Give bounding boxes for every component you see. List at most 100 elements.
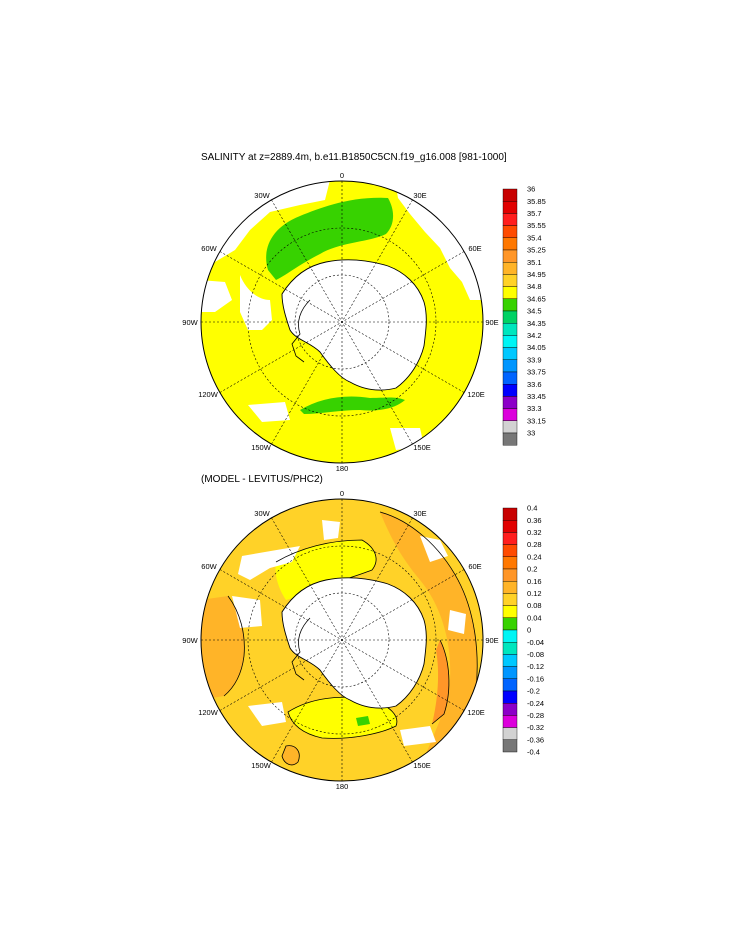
colorbar-swatch xyxy=(502,617,518,631)
colorbar-swatch xyxy=(502,335,518,348)
colorbar-swatch xyxy=(502,432,518,446)
colorbar-tick-label: 34.65 xyxy=(527,294,546,303)
colorbar-swatch xyxy=(502,581,518,594)
colorbar-swatch xyxy=(502,544,518,557)
colorbar-tick-label: 0.12 xyxy=(527,589,542,598)
colorbar-swatch xyxy=(502,213,518,226)
lon-label-120w: 120W xyxy=(198,390,219,399)
colorbar-swatch xyxy=(502,310,518,324)
colorbar-tick-label: -0.2 xyxy=(527,687,540,696)
colorbar-tick-label: 35.4 xyxy=(527,233,542,242)
map-boundary-1 xyxy=(200,180,484,464)
colorbar-tick-label: 35.7 xyxy=(527,209,542,218)
lon-label-90e: 90E xyxy=(485,636,498,645)
panel-1-title: SALINITY at z=2889.4m, b.e11.B1850C5CN.f… xyxy=(201,152,507,163)
salinity-colorbar: 36 35.85 35.7 35.55 35.4 35.25 35.1 34.95 34.8 34… xyxy=(502,185,546,446)
lon-label-180: 180 xyxy=(336,464,349,473)
colorbar-tick-label: 33.3 xyxy=(527,404,542,413)
lon-label-30w: 30W xyxy=(254,509,270,518)
lon-label-90w: 90W xyxy=(182,318,198,327)
colorbar-swatch xyxy=(502,225,518,239)
colorbar-tick-label: 0.16 xyxy=(527,577,542,586)
colorbar-tick-label: 0.2 xyxy=(527,565,537,574)
antarctica-coast-1 xyxy=(281,259,427,391)
lon-label-120w: 120W xyxy=(198,708,219,717)
lon-label-30w: 30W xyxy=(254,191,270,200)
colorbar-tick-label: -0.4 xyxy=(527,748,540,757)
lon-label-90e: 90E xyxy=(485,318,498,327)
lon-label-60e: 60E xyxy=(468,244,481,253)
colorbar-tick-label: -0.16 xyxy=(527,674,544,683)
colorbar-tick-label: 34.05 xyxy=(527,343,546,352)
lon-label-150w: 150W xyxy=(251,761,272,770)
colorbar-swatch xyxy=(502,323,518,336)
colorbar-tick-label: 34.2 xyxy=(527,331,542,340)
lon-label-30e: 30E xyxy=(413,191,426,200)
diff-orange-east xyxy=(380,512,478,770)
colorbar-tick-label: -0.24 xyxy=(527,699,544,708)
colorbar-tick-label: 33.45 xyxy=(527,392,546,401)
colorbar-swatch xyxy=(502,347,518,361)
colorbar-tick-label: 34.95 xyxy=(527,270,546,279)
colorbar-tick-label: 34.8 xyxy=(527,282,542,291)
colorbar-tick-label: -0.12 xyxy=(527,662,544,671)
colorbar-swatch xyxy=(502,739,518,753)
colorbar-swatch xyxy=(502,678,518,692)
colorbar-tick-label: 0.32 xyxy=(527,528,542,537)
colorbar-swatch xyxy=(502,262,518,275)
colorbar-tick-label: 35.1 xyxy=(527,258,542,267)
colorbar-swatch xyxy=(502,188,518,202)
colorbar-swatch xyxy=(502,642,518,655)
colorbar-swatch xyxy=(502,420,518,434)
colorbar-tick-label: 0.4 xyxy=(527,504,537,513)
colorbar-swatch xyxy=(502,703,518,716)
colorbar-tick-label: 0.08 xyxy=(527,601,542,610)
colorbar-tick-label: 0.28 xyxy=(527,540,542,549)
lon-label-0: 0 xyxy=(340,171,344,180)
antarctica-coast-2 xyxy=(281,577,427,709)
lon-label-150e: 150E xyxy=(413,761,431,770)
diff-green-patch xyxy=(356,716,370,726)
colorbar-tick-label: 33.15 xyxy=(527,416,546,425)
lon-label-120e: 120E xyxy=(467,708,485,717)
colorbar-swatch xyxy=(502,359,518,373)
colorbar-tick-label: 35.25 xyxy=(527,246,546,255)
colorbar-swatch xyxy=(502,532,518,545)
colorbar-swatch xyxy=(502,654,518,667)
colorbar-swatch xyxy=(502,396,518,409)
colorbar-tick-label: 35.55 xyxy=(527,221,546,230)
diff-orange-pocket xyxy=(282,745,300,765)
colorbar-tick-label: 0.04 xyxy=(527,613,542,622)
colorbar-swatch xyxy=(502,384,518,397)
salinity-green-ross xyxy=(300,396,405,414)
colorbar-tick-label: 33.6 xyxy=(527,380,542,389)
lon-label-60w: 60W xyxy=(201,244,217,253)
diff-orange-west xyxy=(201,596,245,700)
difference-map: 0 30E 60E 90E 120E 150E 180 150W 120W 90… xyxy=(182,489,498,791)
lon-label-60w: 60W xyxy=(201,562,217,571)
colorbar-swatch xyxy=(502,666,518,679)
colorbar-tick-label: 33.9 xyxy=(527,355,542,364)
colorbar-swatch xyxy=(502,507,518,521)
colorbar-tick-label: 33 xyxy=(527,429,535,438)
colorbar-swatch xyxy=(502,727,518,740)
graticule-2 xyxy=(201,499,483,781)
colorbar-tick-label: 36 xyxy=(527,185,535,194)
difference-colorbar: 0.4 0.36 0.32 0.28 0.24 0.2 0.16 0.12 0.08 0.04 0 -… xyxy=(502,504,544,757)
colorbar-swatch xyxy=(502,274,518,287)
colorbar-swatch xyxy=(502,556,518,570)
colorbar-swatch xyxy=(502,298,518,312)
panel-2-title: (MODEL - LEVITUS/PHC2) xyxy=(201,474,323,485)
diff-yellow-atlantic xyxy=(275,540,377,600)
colorbar-tick-label: 0.36 xyxy=(527,516,542,525)
lon-label-120e: 120E xyxy=(467,390,485,399)
lon-label-60e: 60E xyxy=(468,562,481,571)
colorbar-tick-label: -0.36 xyxy=(527,735,544,744)
colorbar-tick-label: -0.32 xyxy=(527,723,544,732)
colorbar-tick-label: -0.04 xyxy=(527,638,544,647)
colorbar-swatch xyxy=(502,520,518,533)
colorbar-swatch xyxy=(502,200,518,214)
lon-label-180: 180 xyxy=(336,782,349,791)
colorbar-swatch xyxy=(502,237,518,251)
diff-missing-data xyxy=(232,520,466,746)
